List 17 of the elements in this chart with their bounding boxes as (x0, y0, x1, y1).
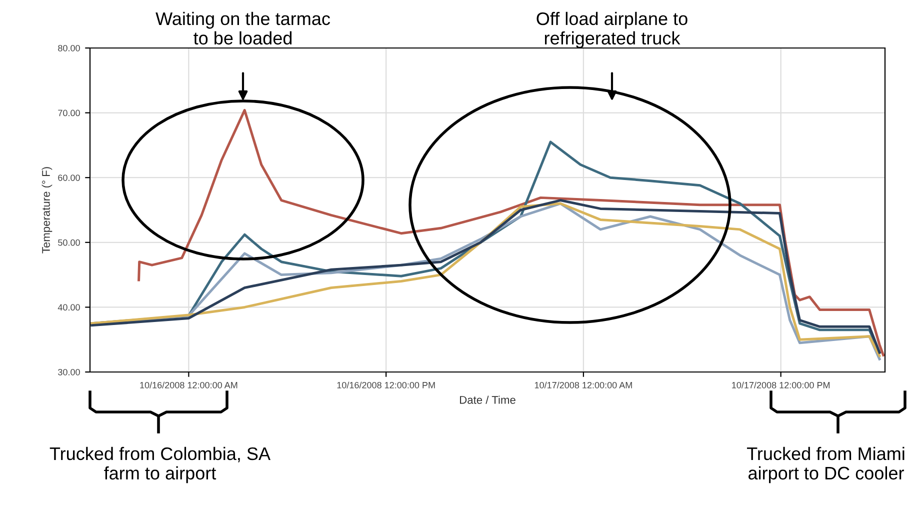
x-tick-label: 10/16/2008 12:00:00 AM (140, 382, 238, 388)
x-axis-title: Date / Time (460, 396, 516, 404)
y-tick-label: 30.00 (58, 368, 80, 376)
y-tick-label: 80.00 (58, 44, 80, 52)
x-tick-label: 10/17/2008 12:00:00 PM (732, 382, 830, 388)
text: Waiting on the tarmac to be loaded (156, 12, 330, 45)
line-series (138, 108, 885, 356)
y-tick-label: 40.00 (58, 304, 80, 311)
y-axis-title: Temperature (° F) (42, 167, 52, 254)
y-tick-label: 60.00 (58, 174, 80, 181)
text: Trucked from Colombia, SA farm to airport (50, 446, 271, 484)
annotation: Off load airplane to refrigerated truck (536, 12, 688, 48)
x-tick-label: 10/16/2008 12:00:00 PM (337, 382, 435, 388)
y-tick-label: 50.00 (58, 239, 80, 246)
x-tick-label: 10/17/2008 12:00:00 AM (534, 382, 632, 388)
y-tick-label: 70.00 (58, 110, 80, 116)
text: Trucked from Miami airport to DC cooler (746, 446, 904, 484)
